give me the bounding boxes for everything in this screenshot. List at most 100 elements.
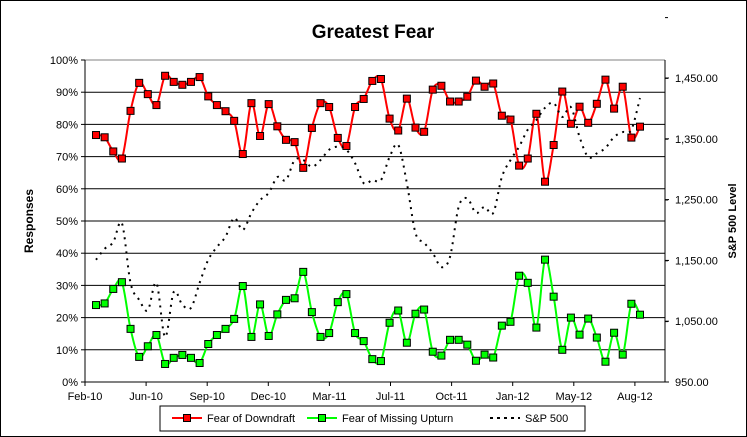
data-point-fear-of-downdraft bbox=[575, 102, 584, 111]
data-point-fear-of-missing-upturn bbox=[230, 314, 239, 323]
y-tick-label: 30% bbox=[56, 280, 78, 292]
data-point-fear-of-missing-upturn bbox=[515, 271, 524, 280]
x-tick-label: Feb-10 bbox=[68, 391, 103, 403]
data-point-fear-of-missing-upturn bbox=[152, 330, 161, 339]
data-point-fear-of-missing-upturn bbox=[342, 290, 351, 299]
data-point-fear-of-missing-upturn bbox=[299, 267, 308, 276]
data-point-fear-of-downdraft bbox=[411, 123, 420, 132]
data-point-fear-of-missing-upturn bbox=[523, 278, 532, 287]
data-point-fear-of-downdraft bbox=[437, 81, 446, 90]
legend-label: S&P 500 bbox=[525, 413, 568, 425]
data-point-fear-of-downdraft bbox=[186, 77, 195, 86]
data-point-fear-of-missing-upturn bbox=[394, 306, 403, 315]
data-point-fear-of-missing-upturn bbox=[601, 357, 610, 366]
x-tick-label: Jul-11 bbox=[376, 391, 405, 403]
y-axis-label: Responses bbox=[22, 189, 36, 253]
data-point-fear-of-downdraft bbox=[256, 131, 265, 140]
data-point-fear-of-downdraft bbox=[446, 97, 455, 106]
data-point-fear-of-downdraft bbox=[394, 126, 403, 135]
data-point-fear-of-missing-upturn bbox=[420, 305, 429, 314]
data-point-fear-of-missing-upturn bbox=[256, 300, 265, 309]
data-point-fear-of-downdraft bbox=[264, 100, 273, 109]
x-tick-label: Jan-12 bbox=[496, 391, 530, 403]
data-point-fear-of-missing-upturn bbox=[454, 335, 463, 344]
data-point-fear-of-missing-upturn bbox=[402, 338, 411, 347]
data-point-fear-of-downdraft bbox=[195, 73, 204, 82]
data-point-fear-of-downdraft bbox=[618, 82, 627, 91]
series-line-s-p-500 bbox=[95, 97, 641, 339]
y-tick-label: 40% bbox=[56, 248, 78, 260]
y-tick-label: 100% bbox=[50, 55, 78, 67]
data-point-fear-of-missing-upturn bbox=[471, 356, 480, 365]
data-point-fear-of-missing-upturn bbox=[636, 310, 644, 319]
data-point-fear-of-missing-upturn bbox=[385, 318, 394, 327]
data-point-fear-of-missing-upturn bbox=[325, 329, 334, 338]
data-point-fear-of-downdraft bbox=[109, 147, 118, 156]
data-point-fear-of-downdraft bbox=[636, 122, 644, 131]
data-point-fear-of-missing-upturn bbox=[566, 313, 575, 322]
data-point-fear-of-downdraft bbox=[92, 131, 100, 140]
data-point-fear-of-missing-upturn bbox=[446, 335, 455, 344]
data-point-fear-of-downdraft bbox=[161, 71, 170, 80]
data-point-fear-of-downdraft bbox=[333, 133, 342, 142]
y2-tick-label: 950.00 bbox=[675, 377, 709, 389]
data-point-fear-of-downdraft bbox=[281, 135, 290, 144]
y2-tick-label: 1,250.00 bbox=[675, 195, 718, 207]
data-point-fear-of-downdraft bbox=[230, 116, 239, 125]
data-point-fear-of-downdraft bbox=[204, 92, 213, 101]
data-point-fear-of-missing-upturn bbox=[221, 324, 230, 333]
data-point-fear-of-downdraft bbox=[523, 154, 532, 163]
x-tick-label: Oct-11 bbox=[435, 391, 467, 403]
data-point-fear-of-downdraft bbox=[212, 101, 221, 110]
data-point-fear-of-downdraft bbox=[541, 177, 550, 186]
y-tick-label: 90% bbox=[56, 87, 78, 99]
data-point-fear-of-missing-upturn bbox=[541, 255, 550, 264]
legend-marker bbox=[318, 414, 326, 422]
data-point-fear-of-downdraft bbox=[566, 119, 575, 128]
data-point-fear-of-missing-upturn bbox=[558, 345, 567, 354]
data-point-fear-of-downdraft bbox=[627, 133, 636, 142]
data-point-fear-of-downdraft bbox=[376, 74, 385, 83]
data-point-fear-of-downdraft bbox=[368, 76, 377, 85]
data-point-fear-of-missing-upturn bbox=[333, 298, 342, 307]
data-point-fear-of-missing-upturn bbox=[143, 342, 152, 351]
data-point-fear-of-missing-upturn bbox=[117, 278, 126, 287]
y2-tick-label: 1,050.00 bbox=[675, 316, 718, 328]
data-point-fear-of-missing-upturn bbox=[135, 352, 144, 361]
x-tick-label: Jun-10 bbox=[129, 391, 163, 403]
data-point-fear-of-missing-upturn bbox=[316, 332, 325, 341]
data-point-fear-of-missing-upturn bbox=[376, 357, 385, 366]
data-point-fear-of-downdraft bbox=[143, 90, 152, 99]
data-point-fear-of-downdraft bbox=[290, 138, 299, 147]
data-point-fear-of-downdraft bbox=[169, 77, 178, 86]
data-point-fear-of-missing-upturn bbox=[247, 332, 256, 341]
data-point-fear-of-downdraft bbox=[117, 154, 126, 163]
data-point-fear-of-missing-upturn bbox=[264, 331, 273, 340]
y-tick-label: 70% bbox=[56, 152, 78, 164]
data-point-fear-of-missing-upturn bbox=[169, 353, 178, 362]
data-point-fear-of-downdraft bbox=[497, 111, 506, 120]
data-point-fear-of-missing-upturn bbox=[480, 350, 489, 359]
y-tick-label: 10% bbox=[56, 345, 78, 357]
legend-marker bbox=[183, 414, 191, 422]
data-point-fear-of-missing-upturn bbox=[368, 355, 377, 364]
data-point-fear-of-missing-upturn bbox=[204, 340, 213, 349]
data-point-fear-of-missing-upturn bbox=[290, 294, 299, 303]
y2-tick-label: 1,150.00 bbox=[675, 255, 718, 267]
data-point-fear-of-downdraft bbox=[135, 78, 144, 87]
series-line-fear-of-missing-upturn bbox=[95, 258, 641, 366]
data-point-fear-of-downdraft bbox=[532, 109, 541, 118]
data-point-fear-of-downdraft bbox=[316, 99, 325, 108]
x-tick-label: Dec-10 bbox=[251, 391, 286, 403]
data-point-fear-of-missing-upturn bbox=[489, 353, 498, 362]
data-point-fear-of-missing-upturn bbox=[549, 292, 558, 301]
data-point-fear-of-missing-upturn bbox=[497, 321, 506, 330]
data-point-fear-of-downdraft bbox=[178, 80, 187, 89]
data-point-fear-of-missing-upturn bbox=[92, 301, 100, 310]
data-point-fear-of-downdraft bbox=[221, 107, 230, 116]
data-point-fear-of-missing-upturn bbox=[212, 330, 221, 339]
data-point-fear-of-missing-upturn bbox=[109, 284, 118, 293]
data-point-fear-of-downdraft bbox=[342, 141, 351, 150]
data-point-fear-of-downdraft bbox=[307, 123, 316, 132]
